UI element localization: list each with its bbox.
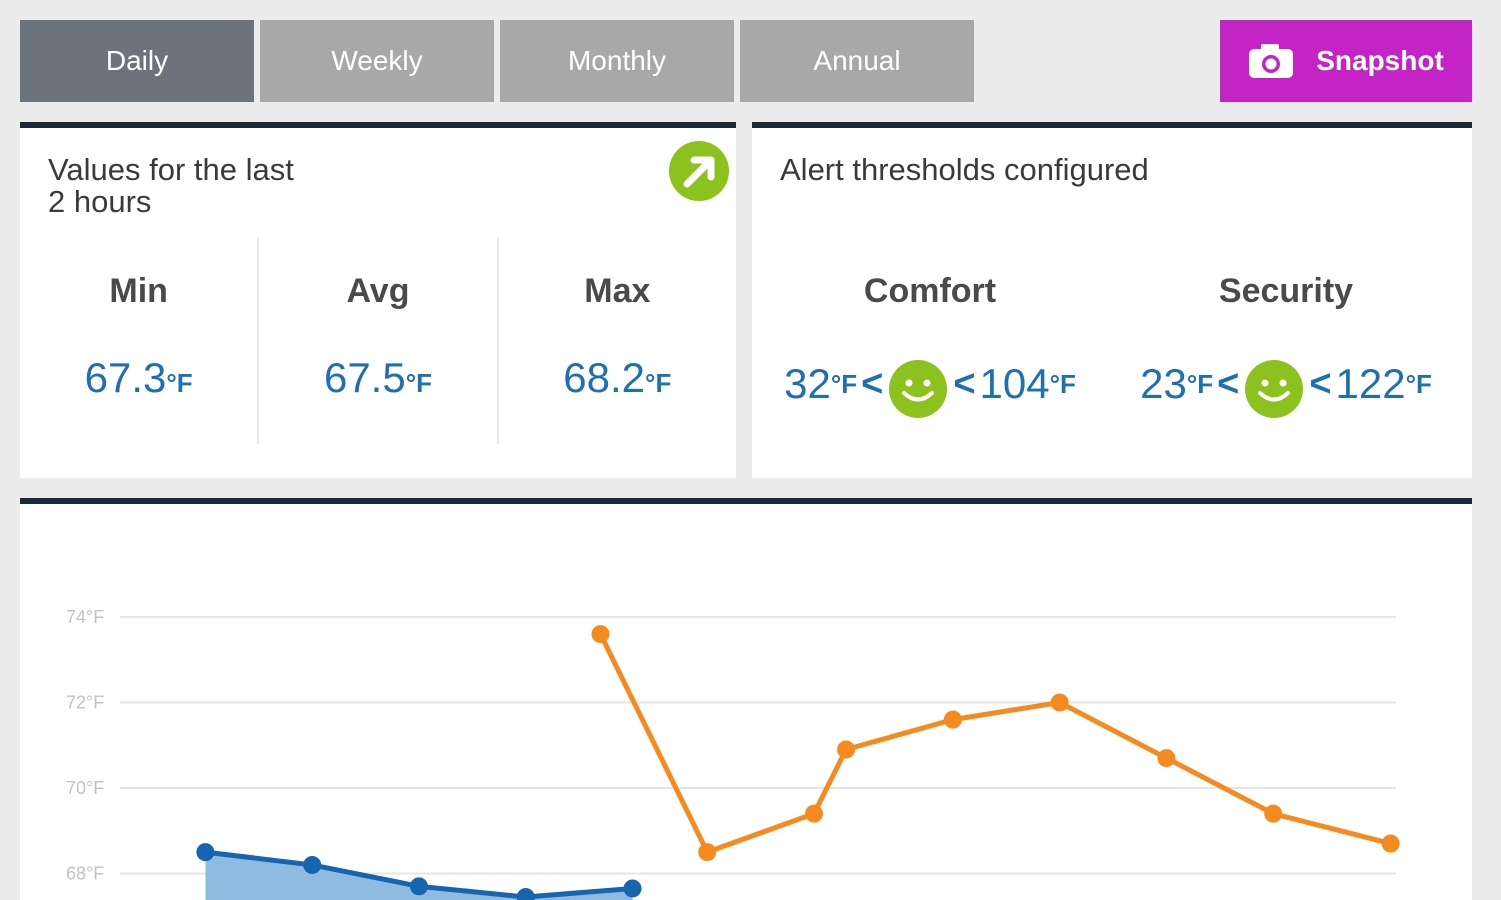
camera-icon — [1249, 44, 1294, 78]
stat-max: Max 68.2°F — [496, 238, 736, 444]
less-than-icon: < — [861, 362, 884, 405]
data-point[interactable] — [805, 804, 824, 823]
data-point[interactable] — [837, 740, 856, 759]
tab-annual[interactable]: Annual — [740, 20, 974, 102]
security-range: 23 °F < < 122 °F — [1108, 350, 1464, 418]
snapshot-label: Snapshot — [1316, 45, 1444, 76]
less-than-icon: < — [1217, 362, 1240, 405]
comfort-low-value: 32 — [784, 360, 831, 407]
tab-daily[interactable]: Daily — [20, 20, 254, 102]
smiley-icon — [1245, 360, 1304, 418]
comfort-range: 32 °F < < 104 °F — [752, 350, 1108, 418]
stat-avg: Avg 67.5°F — [257, 238, 496, 444]
alerts-title: Alert thresholds configured — [780, 152, 1149, 187]
data-point[interactable] — [1381, 834, 1400, 853]
security-label: Security — [1218, 272, 1354, 310]
alerts-panel: Alert thresholds configured Comfort 32 °F… — [752, 122, 1472, 478]
data-point[interactable] — [1050, 693, 1069, 712]
stat-max-label: Max — [584, 272, 651, 310]
snapshot-button[interactable]: Snapshot — [1220, 20, 1472, 102]
less-than-icon: < — [953, 362, 976, 405]
tab-weekly[interactable]: Weekly — [260, 20, 494, 102]
summary-panel: Values for the last 2 hours Min 67.3°F A… — [20, 122, 736, 478]
comfort-label: Comfort — [863, 272, 997, 310]
comfort-high-value: 104 — [979, 360, 1050, 407]
y-tick-label: 70°F — [66, 778, 104, 798]
security-low-value: 23 — [1140, 360, 1187, 407]
stat-avg-value: 67.5°F — [323, 354, 432, 401]
stat-avg-label: Avg — [346, 272, 410, 310]
stat-max-value: 68.2°F — [563, 354, 672, 401]
expand-arrow-icon[interactable] — [668, 140, 730, 202]
security-threshold: Security 23 °F < < 122 °F — [1108, 238, 1464, 444]
comfort-threshold: Comfort 32 °F < < 104 °F — [752, 238, 1108, 444]
data-point[interactable] — [516, 888, 535, 900]
data-point[interactable] — [1157, 749, 1176, 768]
data-point[interactable] — [303, 855, 322, 874]
smiley-icon — [889, 360, 948, 418]
stat-min-value: 67.3°F — [84, 354, 193, 401]
y-tick-label: 68°F — [66, 864, 104, 884]
less-than-icon: < — [1309, 362, 1332, 405]
tab-monthly[interactable]: Monthly — [500, 20, 734, 102]
data-point[interactable] — [196, 843, 215, 862]
data-point[interactable] — [698, 843, 717, 862]
security-high-value: 122 — [1335, 360, 1406, 407]
data-point[interactable] — [409, 877, 428, 896]
y-tick-label: 74°F — [66, 607, 104, 627]
stats-row: Min 67.3°F Avg 67.5°F Max 68.2°F — [20, 238, 736, 444]
stat-min-label: Min — [109, 272, 168, 310]
data-point[interactable] — [943, 710, 962, 729]
chart-panel: 74°F 72°F 70°F 68°F — [20, 498, 1472, 900]
y-tick-label: 72°F — [66, 693, 104, 713]
temperature-chart: 74°F 72°F 70°F 68°F — [66, 607, 1400, 900]
data-point[interactable] — [623, 879, 642, 898]
series-area — [205, 852, 633, 900]
stat-min: Min 67.3°F — [20, 238, 257, 444]
summary-title: Values for the last 2 hours — [48, 152, 294, 219]
data-point[interactable] — [1264, 804, 1283, 823]
period-tabs: Daily Weekly Monthly Annual — [20, 20, 974, 102]
data-point[interactable] — [591, 625, 610, 644]
